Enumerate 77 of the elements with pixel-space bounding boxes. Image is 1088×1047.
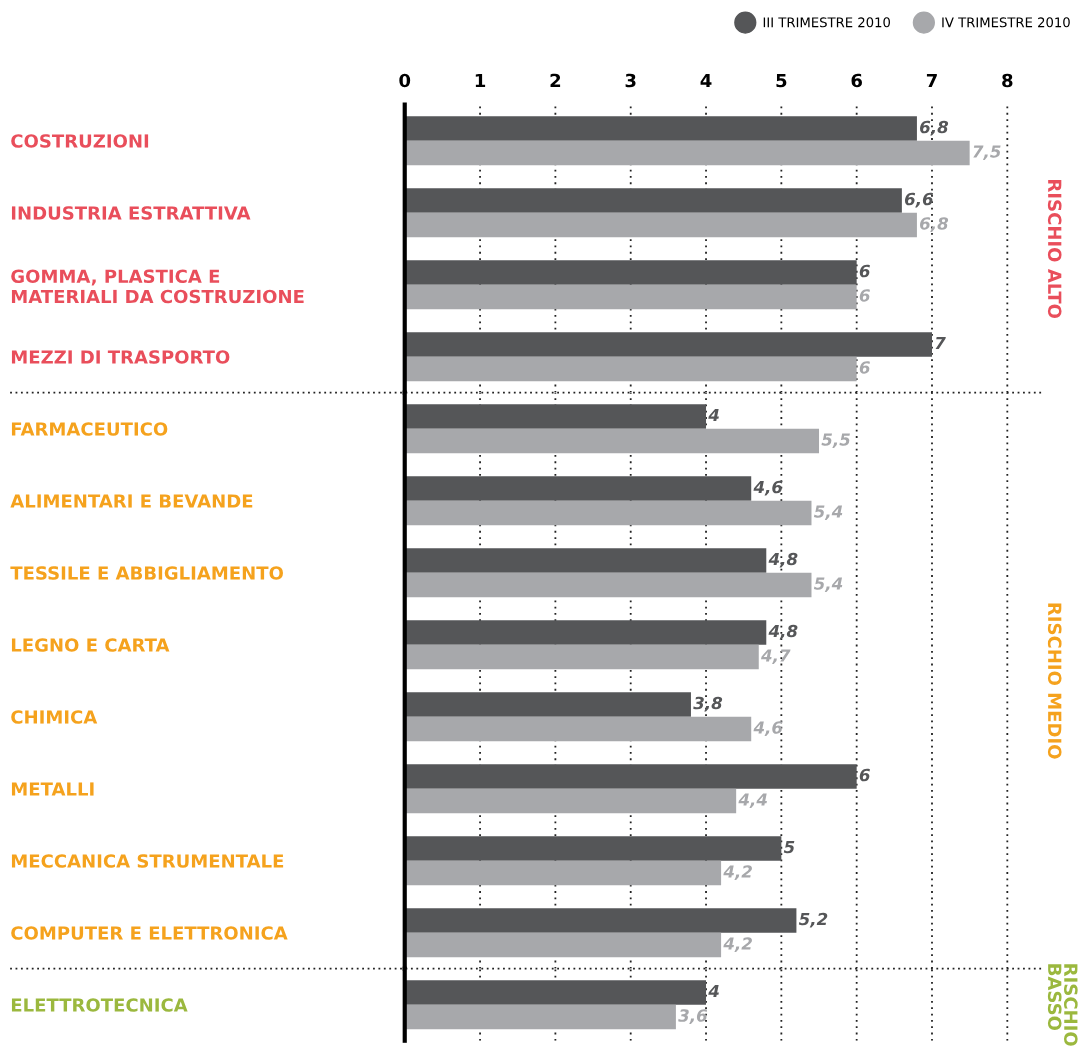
bar — [404, 428, 820, 454]
bar — [404, 332, 932, 357]
bar — [404, 836, 782, 861]
bar — [404, 356, 857, 382]
data-label: 6 — [859, 264, 870, 278]
data-label: 4,6 — [753, 721, 783, 736]
data-label: 4,2 — [723, 937, 752, 952]
y-tick-label: ELETTROTECNICA — [11, 998, 188, 1012]
x-tick-label: 4 — [700, 73, 712, 88]
data-label: 6,8 — [920, 120, 949, 136]
data-label: 3,6 — [678, 1009, 708, 1024]
x-tick-label: 3 — [625, 73, 636, 88]
x-tick-label: 8 — [1002, 73, 1013, 88]
x-tick-label: 0 — [399, 73, 411, 88]
bar — [404, 260, 857, 285]
legend-label: III TRIMESTRE 2010 — [763, 17, 890, 28]
data-label: 4,8 — [768, 552, 798, 568]
text: RISCHIO ALTO — [1047, 180, 1062, 319]
y-tick-label: METALLI — [11, 782, 94, 796]
y-tick-label: ALIMENTARI E BEVANDE — [10, 494, 253, 508]
data-label: 6,6 — [904, 192, 934, 208]
text: RISCHIO BASSO — [1047, 964, 1078, 1046]
data-label: 3,8 — [693, 696, 723, 712]
y-tick-label: GOMMA, PLASTICA E MATERIALI DA COSTRUZIONE — [11, 269, 304, 304]
y-tick-label: COSTRUZIONI — [11, 134, 149, 148]
data-label: 4,2 — [723, 865, 752, 880]
y-tick-label: MEZZI DI TRASPORTO — [11, 350, 230, 364]
y-tick-label: FARMACEUTICO — [11, 422, 168, 436]
bar — [404, 716, 752, 742]
data-label: 6 — [859, 361, 870, 374]
y-tick-label: CHIMICA — [11, 710, 98, 724]
y-tick-label: MECCANICA STRUMENTALE — [11, 854, 284, 868]
bar — [404, 500, 812, 526]
data-label: 4,6 — [753, 480, 783, 496]
x-tick-label: 7 — [926, 73, 937, 88]
bar — [404, 188, 902, 213]
bar — [404, 788, 737, 814]
data-label: 5 — [783, 840, 795, 854]
data-label: 6,8 — [920, 217, 949, 232]
data-label: 4,4 — [738, 793, 767, 808]
legend-label: IV TRIMESTRE 2010 — [942, 17, 1070, 28]
data-label: 5,2 — [798, 912, 828, 928]
bar — [404, 284, 857, 310]
bar — [404, 932, 722, 958]
bar — [404, 620, 767, 645]
data-label: 4,7 — [761, 649, 791, 664]
data-label: 5,4 — [813, 577, 843, 592]
y-tick-label: TESSILE E ABBIGLIAMENTO — [10, 566, 283, 580]
data-label: 6 — [859, 289, 870, 302]
bar — [404, 476, 752, 501]
x-tick-label: 2 — [550, 73, 561, 88]
data-label: 4 — [708, 984, 719, 998]
text: RISCHIO MEDIO — [1047, 603, 1062, 759]
y-tick-label: INDUSTRIA ESTRATTIVA — [11, 206, 251, 220]
bar — [404, 692, 691, 717]
bar — [404, 212, 917, 238]
data-label: 4 — [708, 408, 719, 422]
bar — [404, 404, 707, 429]
bar — [404, 908, 797, 933]
data-label: 4,8 — [768, 624, 798, 640]
bar — [404, 548, 767, 573]
bar — [404, 764, 857, 789]
bar — [404, 860, 722, 886]
y-tick-label: LEGNO E CARTA — [11, 638, 170, 652]
x-tick-label: 1 — [475, 73, 486, 88]
data-label: 7 — [935, 336, 946, 350]
bar — [404, 572, 812, 598]
bar — [404, 644, 759, 670]
x-tick-label: 6 — [851, 73, 862, 88]
data-label: 5,5 — [821, 433, 850, 448]
data-label: 5,4 — [813, 505, 843, 520]
y-tick-label: COMPUTER E ELETTRONICA — [11, 926, 288, 940]
bar — [404, 140, 970, 166]
data-label: 6 — [859, 768, 870, 782]
bar — [404, 116, 917, 141]
data-label: 7,5 — [973, 145, 1001, 160]
x-tick-label: 5 — [776, 73, 787, 88]
